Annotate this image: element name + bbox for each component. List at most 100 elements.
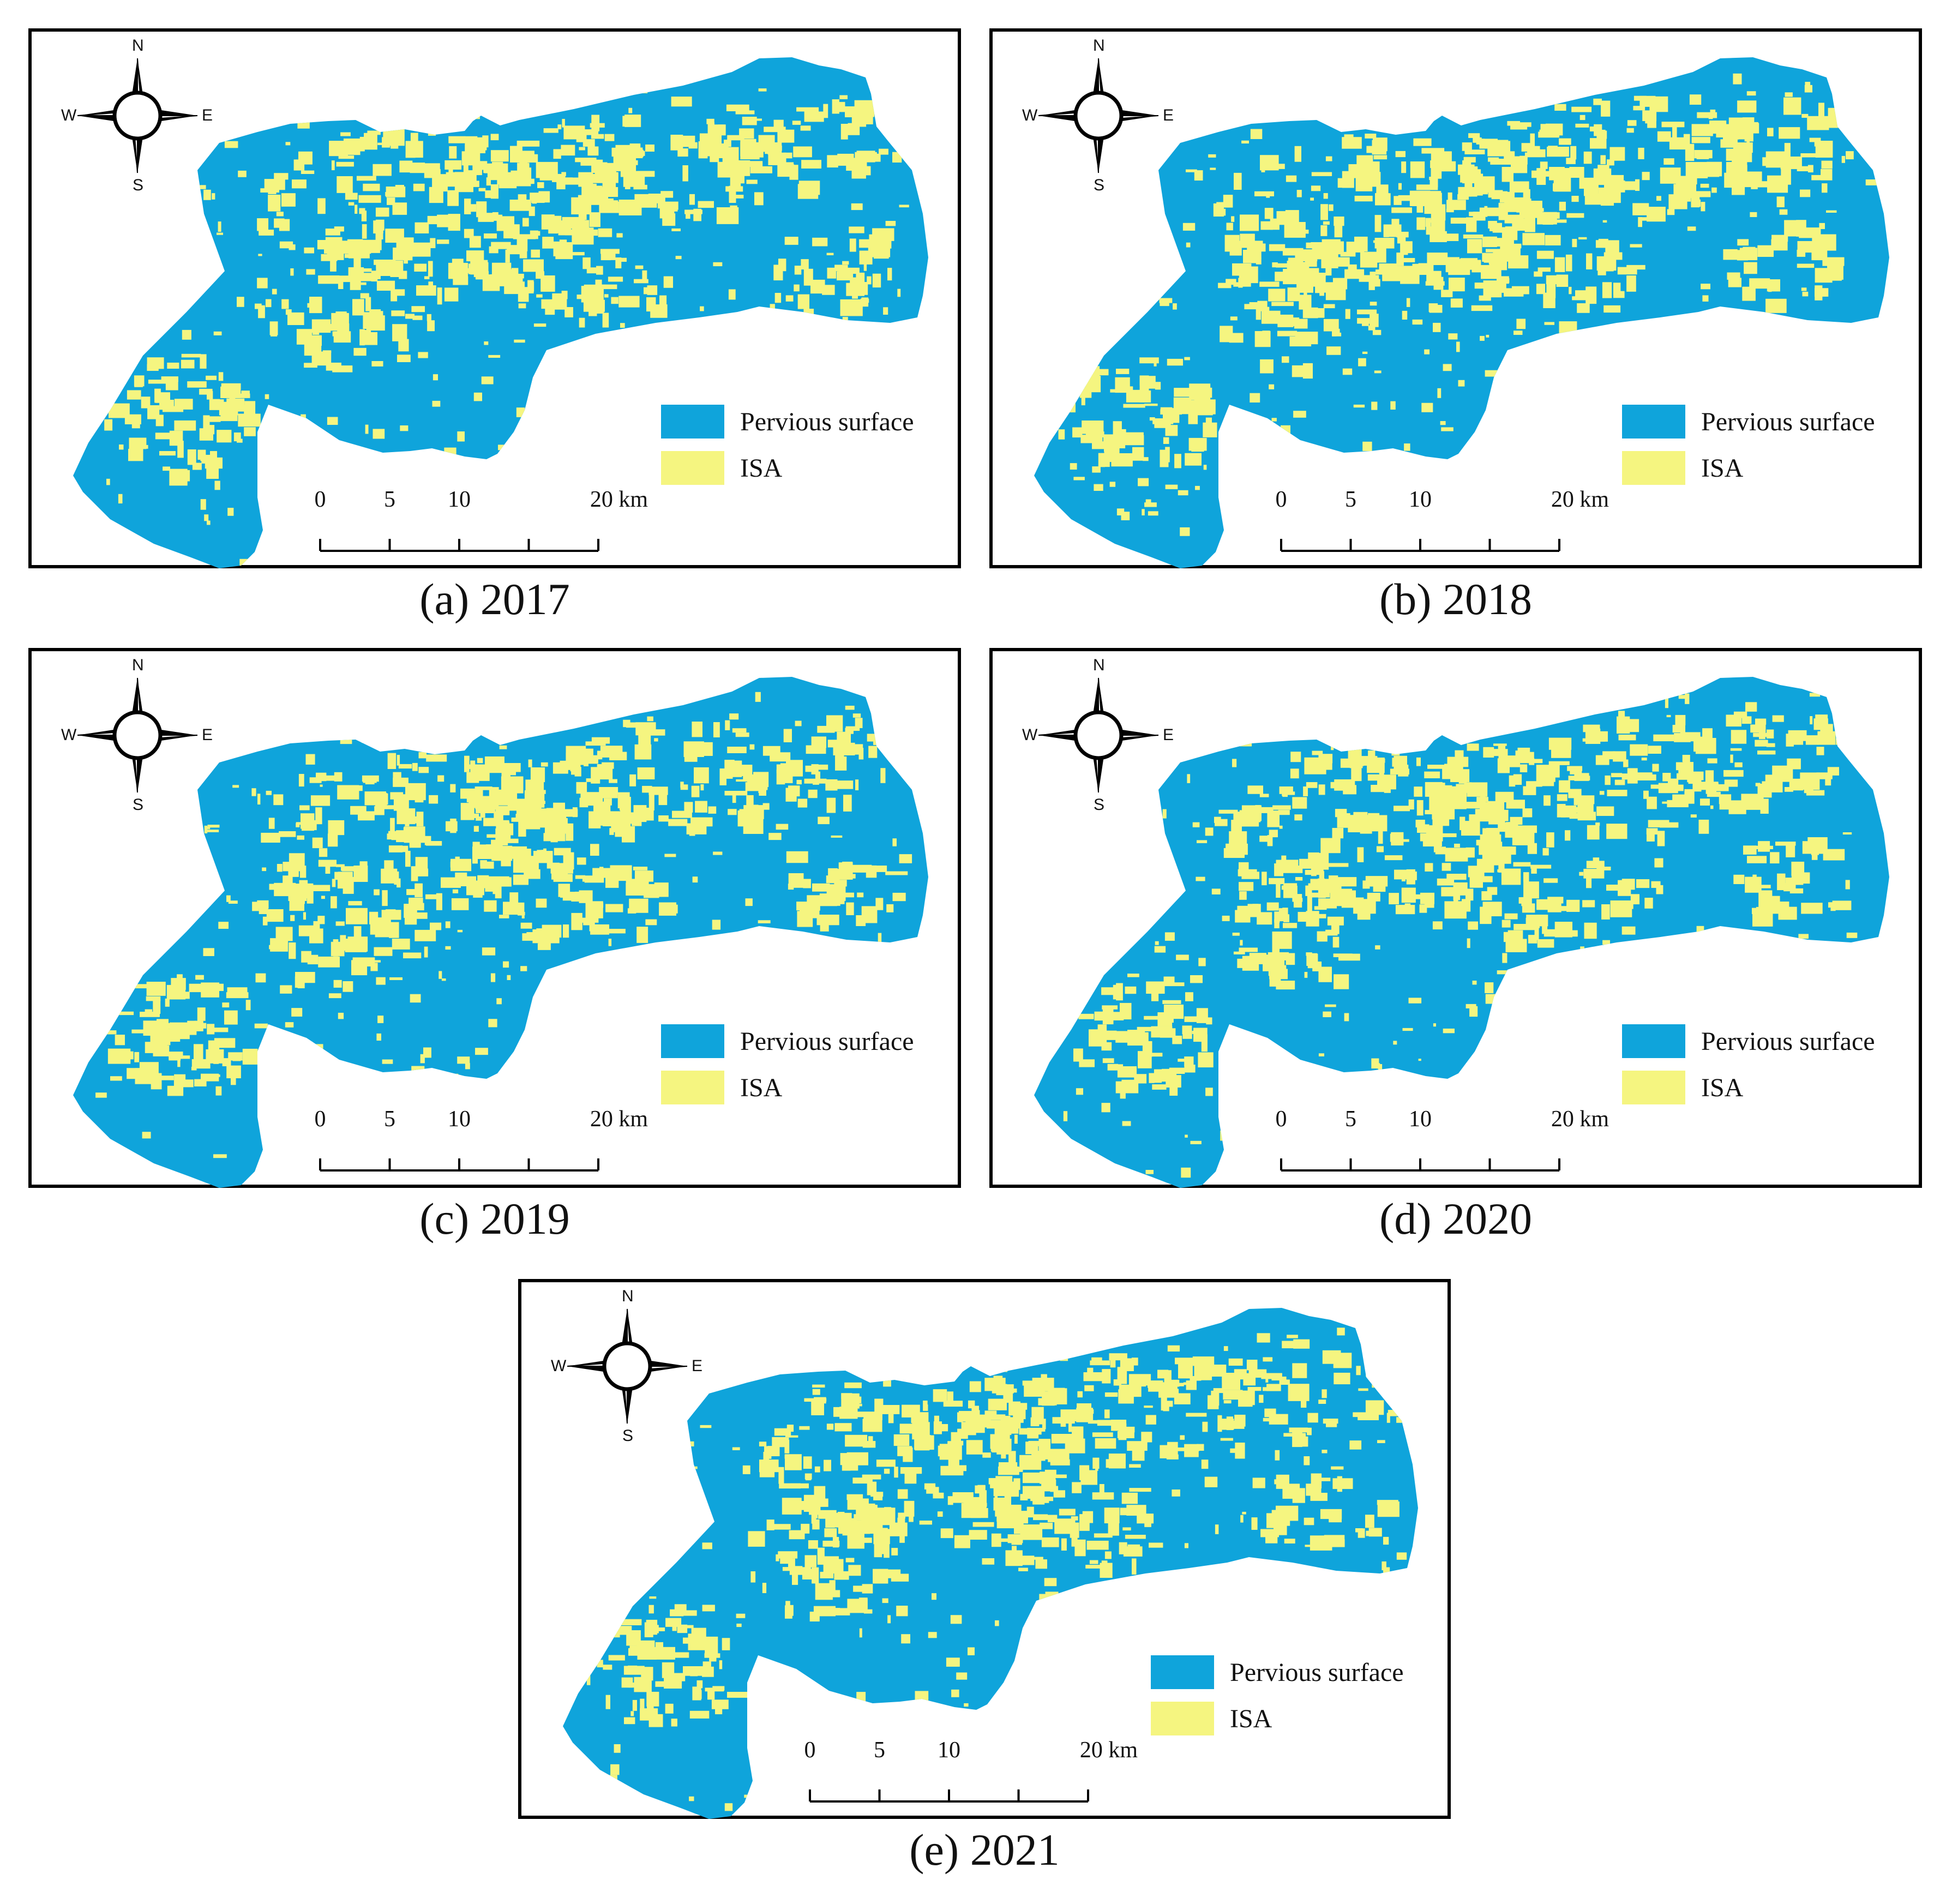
scale-tick-label: 5: [1345, 1107, 1356, 1132]
panel-caption: (e) 2021: [909, 1825, 1060, 1875]
isa-patches: [98, 73, 917, 568]
scale-tick-label: 10: [448, 487, 471, 512]
compass-south-label: S: [1094, 176, 1105, 194]
isa-map: [1034, 57, 1889, 568]
compass-north-label: N: [622, 1287, 634, 1305]
compass-north-label: N: [132, 656, 144, 674]
panel-caption: (a) 2017: [419, 574, 570, 624]
legend-item-isa: ISA: [661, 451, 945, 487]
pervious-swatch: [1151, 1655, 1214, 1689]
north-arrow-compass-icon: N S W E: [61, 656, 214, 814]
legend-item-pervious: Pervious surface: [661, 1024, 945, 1060]
compass-west-label: W: [551, 1357, 567, 1375]
pervious-swatch: [1622, 405, 1685, 439]
compass-south-label: S: [133, 176, 144, 194]
scale-tick-label: 10: [448, 1107, 471, 1132]
compass-south-label: S: [622, 1427, 634, 1445]
compass-west-label: W: [1022, 106, 1038, 124]
scale-tick-label: 20 km: [590, 487, 648, 512]
compass-rose-icon: [567, 1308, 688, 1424]
scale-tick-label: 20 km: [1079, 1738, 1138, 1763]
scale-tick-label: 0: [314, 1107, 326, 1132]
compass-east-label: E: [692, 1357, 703, 1375]
isa-swatch: [1622, 1071, 1685, 1104]
scale-tick-label: 20 km: [590, 1107, 648, 1132]
legend-item-isa: ISA: [661, 1071, 945, 1107]
scale-tick-label: 0: [1275, 487, 1287, 512]
pervious-swatch: [1622, 1024, 1685, 1058]
scale-tick-label: 5: [384, 487, 395, 512]
scale-tick-label: 0: [1275, 1107, 1287, 1132]
isa-patches: [1056, 72, 1883, 568]
compass-rose-icon: [77, 677, 198, 793]
panel-caption: (d) 2020: [1379, 1194, 1533, 1244]
scale-bar: 0 5 10 20 km: [1270, 486, 1609, 563]
north-arrow-compass-icon: N S W E: [61, 37, 214, 195]
scale-tick-label: 0: [314, 487, 326, 512]
compass-east-label: E: [202, 106, 213, 124]
isa-swatch: [1622, 451, 1685, 485]
legend-label-pervious: Pervious surface: [1701, 407, 1875, 436]
legend-label-pervious: Pervious surface: [740, 1027, 914, 1056]
isa-swatch: [661, 1071, 724, 1104]
compass-north-label: N: [1093, 37, 1105, 55]
isa-map: [1034, 677, 1889, 1188]
compass-rose-icon: [1038, 58, 1159, 173]
isa-swatch: [661, 451, 724, 485]
scale-tick-label: 10: [1409, 1107, 1432, 1132]
legend-label-isa: ISA: [740, 454, 783, 483]
panel-caption: (c) 2019: [419, 1194, 570, 1244]
scale-tick-label: 0: [804, 1738, 816, 1763]
legend-item-isa: ISA: [1622, 1071, 1906, 1107]
scale-tick-label: 20 km: [1551, 1107, 1609, 1132]
scale-tick-label: 5: [384, 1107, 395, 1132]
legend-label-isa: ISA: [1701, 454, 1744, 483]
pervious-surface-area: [73, 677, 928, 1188]
pervious-surface-area: [73, 57, 928, 568]
compass-west-label: W: [61, 106, 77, 124]
legend-item-pervious: Pervious surface: [661, 405, 945, 441]
compass-rose-icon: [1038, 677, 1159, 793]
legend-label-isa: ISA: [1230, 1704, 1272, 1733]
scale-bar: 0 5 10 20 km: [799, 1737, 1138, 1813]
compass-east-label: E: [1163, 106, 1174, 124]
compass-rose-icon: [77, 58, 198, 173]
scale-bar: 0 5 10 20 km: [1270, 1106, 1609, 1182]
isa-map: [563, 1308, 1418, 1819]
compass-south-label: S: [1094, 796, 1105, 814]
scale-bar: 0 5 10 20 km: [309, 486, 648, 563]
scale-tick-label: 5: [1345, 487, 1356, 512]
legend-label-pervious: Pervious surface: [1701, 1027, 1875, 1056]
north-arrow-compass-icon: N S W E: [1022, 656, 1175, 814]
panel-caption: (b) 2018: [1379, 574, 1533, 624]
scale-tick-label: 5: [874, 1738, 885, 1763]
legend-label-pervious: Pervious surface: [1230, 1658, 1404, 1687]
legend-label-isa: ISA: [740, 1073, 783, 1102]
legend-item-isa: ISA: [1622, 451, 1906, 487]
isa-patches: [586, 1327, 1413, 1819]
isa-map: [73, 677, 928, 1188]
isa-swatch: [1151, 1702, 1214, 1735]
compass-north-label: N: [132, 37, 144, 55]
legend-label-pervious: Pervious surface: [740, 407, 914, 436]
compass-south-label: S: [133, 796, 144, 814]
north-arrow-compass-icon: N S W E: [551, 1287, 704, 1445]
pervious-swatch: [661, 405, 724, 439]
isa-map: [73, 57, 928, 568]
north-arrow-compass-icon: N S W E: [1022, 37, 1175, 195]
legend-item-pervious: Pervious surface: [1622, 405, 1906, 441]
pervious-swatch: [661, 1024, 724, 1058]
compass-east-label: E: [1163, 726, 1174, 744]
legend-item-isa: ISA: [1151, 1702, 1434, 1738]
compass-west-label: W: [1022, 726, 1038, 744]
compass-north-label: N: [1093, 656, 1105, 674]
scale-tick-label: 10: [938, 1738, 960, 1763]
scale-tick-label: 10: [1409, 487, 1432, 512]
scale-tick-label: 20 km: [1551, 487, 1609, 512]
legend-label-isa: ISA: [1701, 1073, 1744, 1102]
compass-west-label: W: [61, 726, 77, 744]
legend-item-pervious: Pervious surface: [1151, 1655, 1434, 1691]
scale-bar: 0 5 10 20 km: [309, 1106, 648, 1182]
compass-east-label: E: [202, 726, 213, 744]
legend-item-pervious: Pervious surface: [1622, 1024, 1906, 1060]
